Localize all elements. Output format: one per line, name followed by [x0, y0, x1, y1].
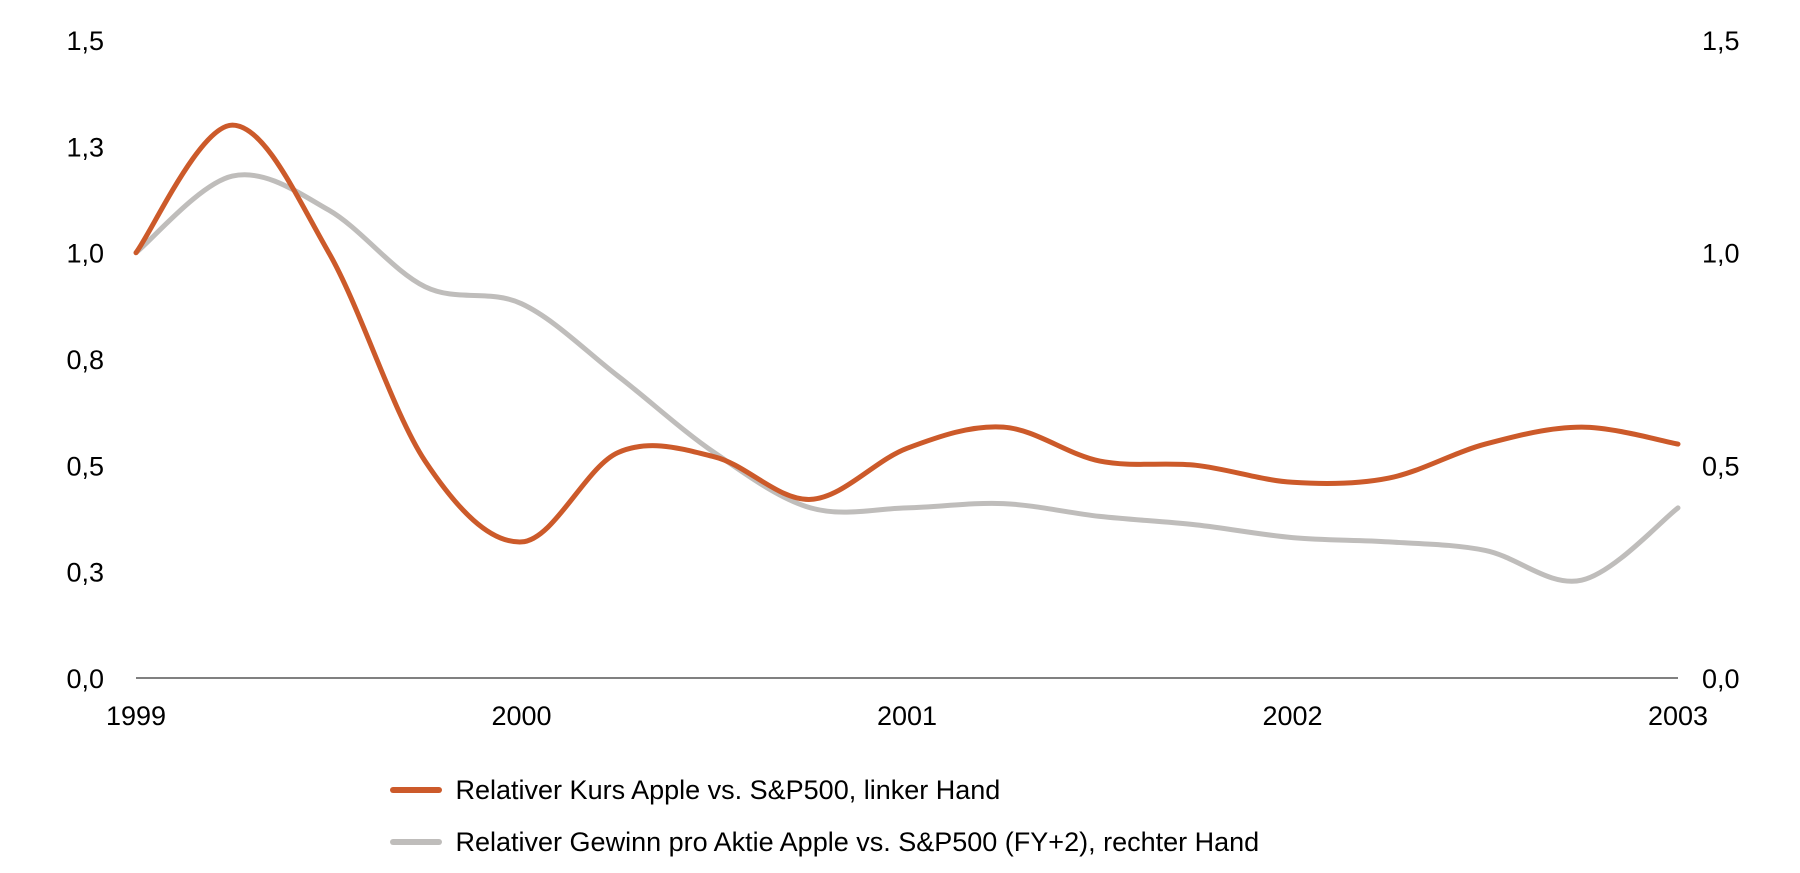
legend-swatch-eps	[390, 838, 442, 845]
y-left-tick-label: 1,3	[66, 132, 104, 162]
y-left-tick-label: 0,0	[66, 664, 104, 694]
y-left-tick-label: 0,3	[66, 558, 104, 588]
y-left-tick-label: 0,5	[66, 451, 104, 481]
legend-label-eps: Relativer Gewinn pro Aktie Apple vs. S&P…	[455, 826, 1260, 857]
legend-item-eps: Relativer Gewinn pro Aktie Apple vs. S&P…	[390, 814, 1259, 866]
legend-item-price: Relativer Kurs Apple vs. S&P500, linker …	[390, 762, 1259, 814]
y-right-tick-label: 1,5	[1702, 26, 1740, 56]
y-right-tick-label: 0,0	[1702, 664, 1740, 694]
x-tick-label: 2003	[1648, 701, 1708, 731]
y-right-tick-label: 0,5	[1702, 451, 1740, 481]
legend-label-price: Relativer Kurs Apple vs. S&P500, linker …	[455, 774, 1001, 805]
series-line-price	[133, 122, 1681, 545]
x-axis-ticks: 1999 2000 2001 2002 2003	[106, 701, 1708, 731]
y-left-tick-label: 1,5	[66, 26, 104, 56]
series-line-eps	[133, 172, 1681, 584]
series-lines	[133, 122, 1681, 584]
right-axis-ticks: 0,0 0,5 1,0 1,5	[1702, 26, 1740, 694]
x-tick-label: 2002	[1262, 701, 1322, 731]
legend: Relativer Kurs Apple vs. S&P500, linker …	[390, 762, 1259, 866]
y-right-tick-label: 1,0	[1702, 239, 1740, 269]
x-tick-label: 1999	[106, 701, 166, 731]
y-left-tick-label: 1,0	[66, 239, 104, 269]
x-tick-label: 2001	[877, 701, 937, 731]
y-left-tick-label: 0,8	[66, 345, 104, 375]
legend-swatch-price	[390, 786, 442, 793]
left-axis-ticks: 0,0 0,3 0,5 0,8 1,0 1,3 1,5	[66, 26, 104, 694]
x-tick-label: 2000	[491, 701, 551, 731]
